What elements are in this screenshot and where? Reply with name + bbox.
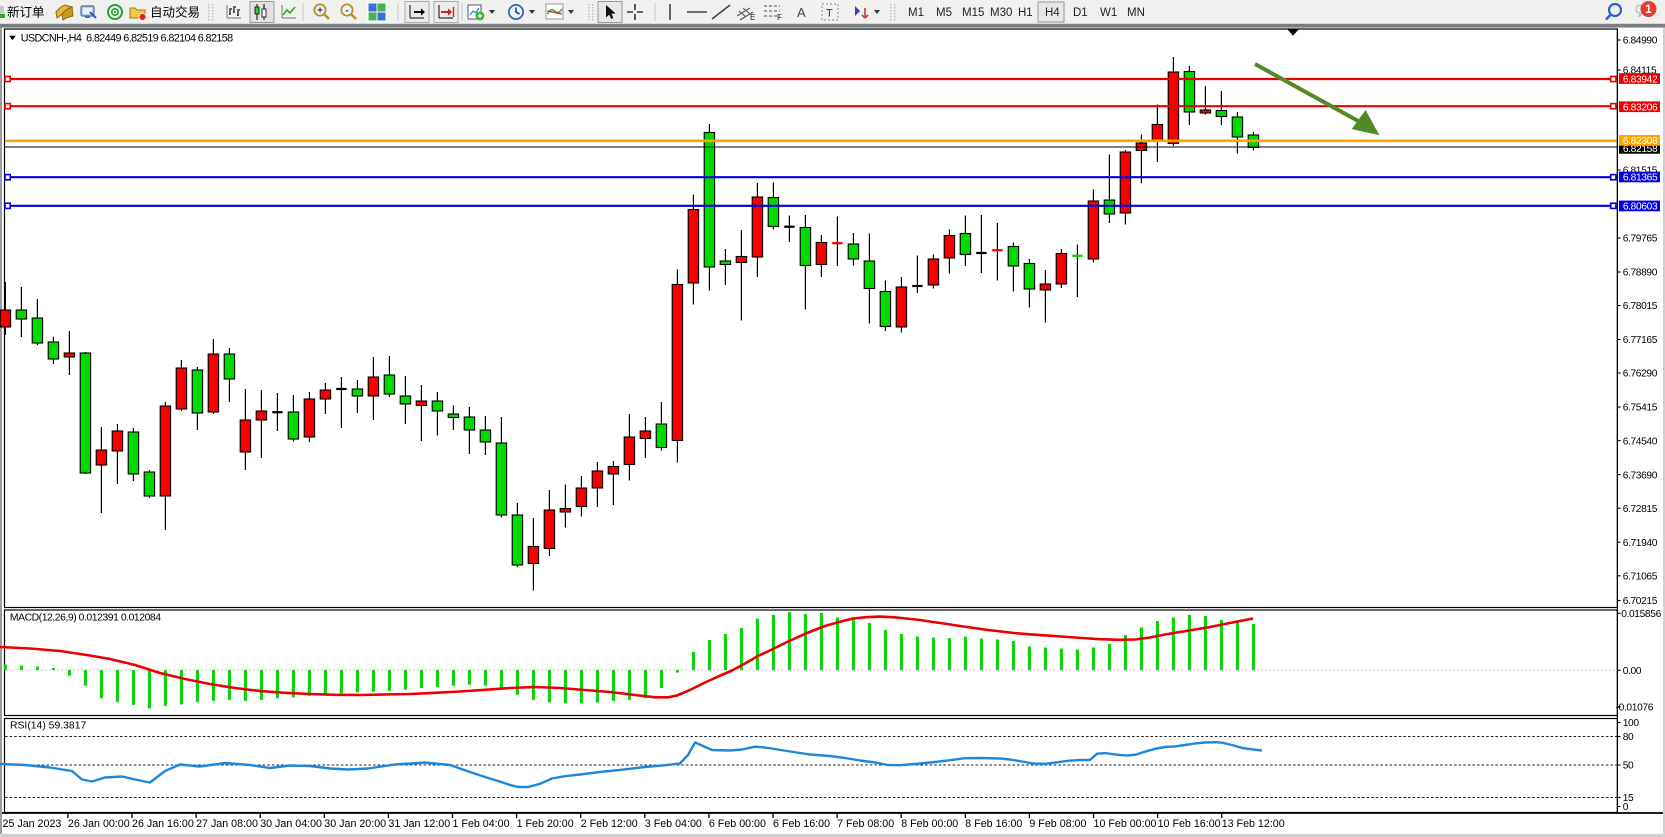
svg-text:D1: D1 <box>1073 7 1088 19</box>
svg-text:E: E <box>750 13 755 22</box>
svg-text:6.82158: 6.82158 <box>1623 144 1658 155</box>
svg-text:6.71065: 6.71065 <box>1623 572 1658 583</box>
svg-text:0: 0 <box>1623 802 1629 813</box>
svg-text:30 Jan 04:00: 30 Jan 04:00 <box>260 818 322 830</box>
svg-text:0.015856: 0.015856 <box>1621 609 1661 620</box>
svg-text:15: 15 <box>1623 793 1634 804</box>
svg-text:26 Jan 00:00: 26 Jan 00:00 <box>68 818 130 830</box>
svg-text:10 Feb 16:00: 10 Feb 16:00 <box>1158 818 1221 830</box>
svg-text:6.80603: 6.80603 <box>1623 202 1658 213</box>
svg-text:1 Feb 04:00: 1 Feb 04:00 <box>453 818 510 830</box>
svg-text:-0.01076: -0.01076 <box>1616 703 1654 714</box>
svg-text:M15: M15 <box>962 7 984 19</box>
svg-text:6.78890: 6.78890 <box>1623 268 1658 279</box>
svg-text:30 Jan 20:00: 30 Jan 20:00 <box>324 818 386 830</box>
svg-text:1: 1 <box>1645 4 1652 16</box>
svg-text:H4: H4 <box>1045 7 1060 19</box>
svg-text:USDCNH-,H4 6.82449 6.82519 6.: USDCNH-,H4 6.82449 6.82519 6.82104 6.821… <box>21 33 233 45</box>
svg-text:MN: MN <box>1127 7 1145 19</box>
svg-text:6.79765: 6.79765 <box>1623 234 1658 245</box>
svg-text:9 Feb 08:00: 9 Feb 08:00 <box>1029 818 1086 830</box>
svg-text:10 Feb 00:00: 10 Feb 00:00 <box>1094 818 1157 830</box>
svg-text:6.74540: 6.74540 <box>1623 436 1658 447</box>
svg-text:RSI(14) 59.3817: RSI(14) 59.3817 <box>10 721 86 732</box>
svg-text:6.70215: 6.70215 <box>1623 596 1658 607</box>
svg-text:6.82308: 6.82308 <box>1623 136 1658 147</box>
svg-text:W1: W1 <box>1100 7 1117 19</box>
svg-text:6.71940: 6.71940 <box>1623 538 1658 549</box>
svg-text:1 Feb 20:00: 1 Feb 20:00 <box>517 818 574 830</box>
svg-text:-: - <box>345 5 348 16</box>
svg-text:6.81515: 6.81515 <box>1623 166 1658 177</box>
svg-text:6.78015: 6.78015 <box>1623 301 1658 312</box>
svg-text:+: + <box>317 5 323 16</box>
svg-text:M5: M5 <box>936 7 952 19</box>
svg-text:6.81365: 6.81365 <box>1623 173 1658 184</box>
svg-text:6.83206: 6.83206 <box>1623 102 1658 113</box>
svg-text:6 Feb 16:00: 6 Feb 16:00 <box>773 818 830 830</box>
svg-text:6 Feb 00:00: 6 Feb 00:00 <box>709 818 766 830</box>
svg-text:M1: M1 <box>908 7 924 19</box>
svg-text:6.84990: 6.84990 <box>1623 36 1658 47</box>
svg-text:27 Jan 08:00: 27 Jan 08:00 <box>196 818 258 830</box>
svg-text:6.84115: 6.84115 <box>1623 66 1657 77</box>
svg-text:0.00: 0.00 <box>1623 666 1642 677</box>
svg-text:6.83942: 6.83942 <box>1623 74 1658 85</box>
svg-text:50: 50 <box>1623 761 1634 772</box>
svg-text:6.76290: 6.76290 <box>1623 369 1658 380</box>
svg-text:F: F <box>777 13 782 22</box>
svg-text:8 Feb 00:00: 8 Feb 00:00 <box>901 818 958 830</box>
svg-text:25 Jan 2023: 25 Jan 2023 <box>3 818 62 830</box>
svg-text:M30: M30 <box>990 7 1012 19</box>
svg-text:7 Feb 08:00: 7 Feb 08:00 <box>837 818 894 830</box>
svg-text:80: 80 <box>1623 732 1634 743</box>
svg-text:8 Feb 16:00: 8 Feb 16:00 <box>965 818 1022 830</box>
svg-text:26 Jan 16:00: 26 Jan 16:00 <box>132 818 194 830</box>
svg-text:6.75415: 6.75415 <box>1623 403 1658 414</box>
svg-text:3 Feb 04:00: 3 Feb 04:00 <box>645 818 702 830</box>
svg-text:A: A <box>797 5 806 20</box>
svg-text:13 Feb 12:00: 13 Feb 12:00 <box>1222 818 1285 830</box>
svg-text:6.73690: 6.73690 <box>1623 470 1658 481</box>
svg-text:自动交易: 自动交易 <box>150 5 200 20</box>
svg-text:6.72815: 6.72815 <box>1623 504 1658 515</box>
svg-text:T: T <box>826 8 833 20</box>
svg-text:100: 100 <box>1623 718 1640 729</box>
svg-text:6.77165: 6.77165 <box>1623 335 1658 346</box>
svg-text:MACD(12,26,9) 0.012391 0.01208: MACD(12,26,9) 0.012391 0.012084 <box>10 612 161 623</box>
svg-text:H1: H1 <box>1018 7 1033 19</box>
svg-text:新订单: 新订单 <box>7 5 45 20</box>
svg-text:2 Feb 12:00: 2 Feb 12:00 <box>581 818 638 830</box>
svg-text:31 Jan 12:00: 31 Jan 12:00 <box>388 818 450 830</box>
